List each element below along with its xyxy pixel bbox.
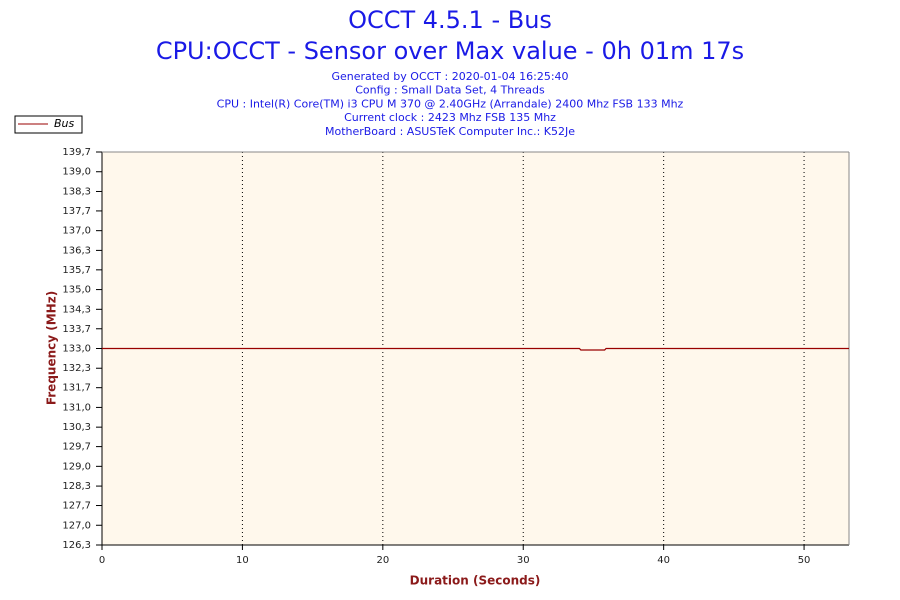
chart-title: OCCT 4.5.1 - Bus (348, 6, 552, 34)
series-line (102, 347, 849, 351)
x-tick-label: 30 (517, 555, 530, 566)
y-tick-label: 126,3 (62, 540, 91, 551)
legend-box (14, 115, 83, 134)
x-axis-label: Duration (Seconds) (410, 574, 541, 588)
y-tick-label: 137,0 (62, 226, 91, 237)
y-tick-label: 132,3 (62, 363, 91, 374)
y-tick-label: 138,3 (62, 186, 91, 197)
chart-subtitle: CPU:OCCT - Sensor over Max value - 0h 01… (156, 37, 744, 65)
info-line: Generated by OCCT : 2020-01-04 16:25:40 (331, 70, 568, 83)
y-tick-label: 131,0 (62, 402, 91, 413)
x-tick-label: 50 (798, 555, 811, 566)
y-tick-label: 133,7 (62, 324, 91, 335)
legend-label: Bus (54, 117, 75, 130)
y-tick-label: 133,0 (62, 344, 91, 355)
y-tick-label: 136,3 (62, 245, 91, 256)
x-tick-label: 10 (236, 555, 249, 566)
y-tick-label: 139,7 (62, 147, 91, 158)
y-tick-label: 130,3 (62, 422, 91, 433)
x-tick-label: 0 (99, 555, 105, 566)
y-tick-label: 139,0 (62, 167, 91, 178)
y-tick-label: 129,7 (62, 442, 91, 453)
info-line: CPU : Intel(R) Core(TM) i3 CPU M 370 @ 2… (217, 97, 684, 110)
y-axis-label: Frequency (MHz) (45, 291, 59, 405)
y-tick-label: 128,3 (62, 481, 91, 492)
info-line: Current clock : 2423 Mhz FSB 135 Mhz (344, 111, 556, 124)
y-tick-label: 131,7 (62, 383, 91, 394)
y-tick-label: 127,7 (62, 501, 91, 512)
x-tick-label: 40 (657, 555, 670, 566)
x-tick-label: 20 (376, 555, 389, 566)
info-line: MotherBoard : ASUSTeK Computer Inc.: K52… (325, 125, 575, 138)
y-tick-label: 134,3 (62, 304, 91, 315)
y-tick-label: 129,0 (62, 461, 91, 472)
y-tick-label: 127,0 (62, 520, 91, 531)
y-tick-label: 137,7 (62, 206, 91, 217)
y-tick-label: 135,7 (62, 265, 91, 276)
y-tick-label: 135,0 (62, 285, 91, 296)
info-line: Config : Small Data Set, 4 Threads (355, 84, 545, 97)
